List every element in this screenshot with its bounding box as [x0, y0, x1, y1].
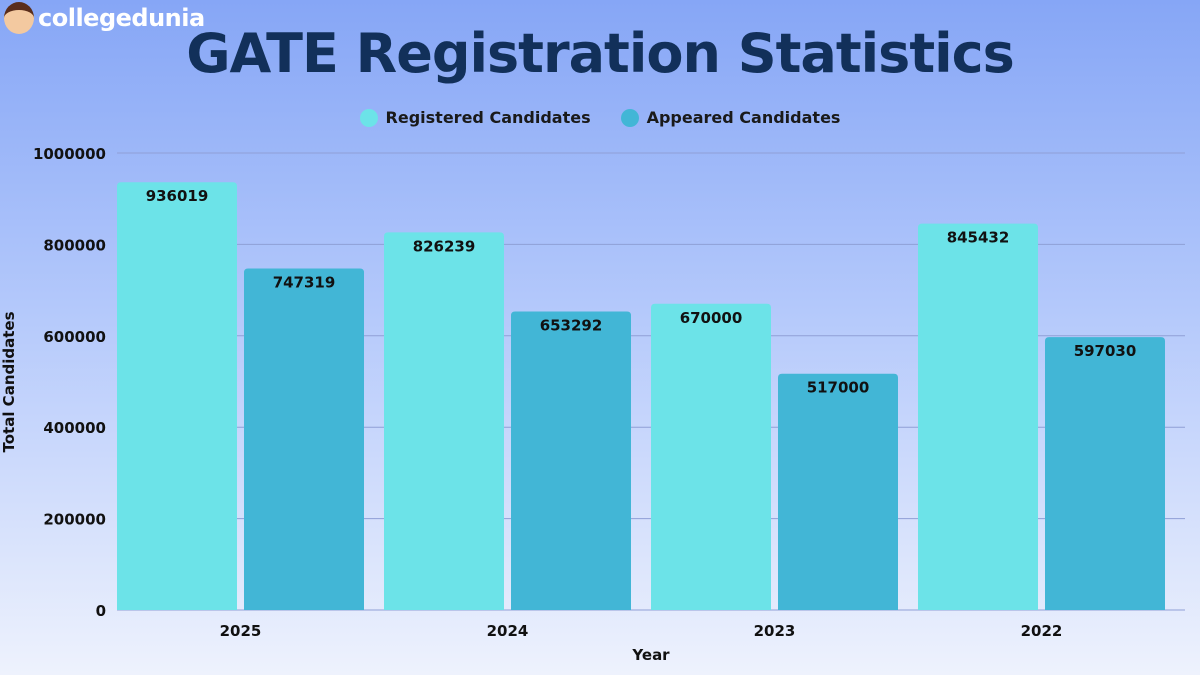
data-label: 826239 [413, 237, 476, 255]
chart-title: GATE Registration Statistics [186, 22, 1015, 85]
legend-swatch [359, 108, 378, 127]
data-label: 747319 [273, 273, 336, 291]
y-tick-label: 0 [96, 602, 106, 620]
legend-item-appeared: Appeared Candidates [620, 108, 841, 127]
collegedunia-logo: collegedunia [4, 2, 205, 34]
legend-label: Registered Candidates [385, 108, 591, 127]
logo-text: collegedunia [38, 4, 205, 32]
legend-swatch [620, 108, 639, 127]
bar-appeared-candidates [1045, 337, 1165, 610]
y-tick-label: 1000000 [33, 145, 106, 163]
legend-item-registered: Registered Candidates [359, 108, 591, 127]
x-tick-label: 2025 [220, 622, 262, 640]
bar-registered-candidates [918, 223, 1038, 610]
data-label: 597030 [1074, 342, 1137, 360]
y-axis-title: Total Candidates [0, 311, 18, 452]
x-axis-title: Year [631, 646, 670, 664]
y-tick-label: 200000 [43, 511, 106, 529]
data-label: 517000 [807, 379, 870, 397]
y-tick-label: 800000 [43, 236, 106, 254]
mascot-icon [4, 2, 34, 34]
x-tick-label: 2022 [1021, 622, 1063, 640]
bar-appeared-candidates [244, 268, 364, 610]
bar-registered-candidates [117, 182, 237, 610]
y-tick-label: 600000 [43, 328, 106, 346]
bar-registered-candidates [651, 303, 771, 610]
data-label: 936019 [146, 187, 209, 205]
legend: Registered Candidates Appeared Candidate… [0, 108, 1200, 127]
x-tick-label: 2024 [487, 622, 529, 640]
y-tick-label: 400000 [43, 419, 106, 437]
data-label: 845432 [947, 229, 1010, 247]
bar-appeared-candidates [778, 373, 898, 610]
x-tick-label: 2023 [754, 622, 796, 640]
bar-registered-candidates [384, 232, 504, 610]
data-label: 670000 [680, 309, 743, 327]
bar-appeared-candidates [511, 311, 631, 610]
data-label: 653292 [540, 316, 603, 334]
legend-label: Appeared Candidates [646, 108, 841, 127]
